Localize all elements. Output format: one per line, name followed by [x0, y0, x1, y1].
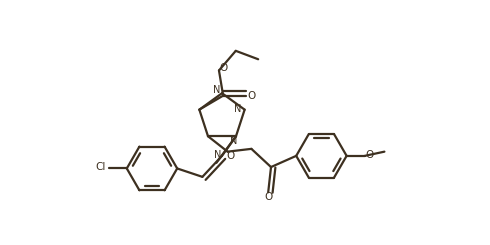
Text: Cl: Cl [96, 162, 106, 172]
Text: O: O [226, 151, 235, 161]
Text: O: O [247, 91, 256, 101]
Text: O: O [366, 150, 374, 160]
Text: N: N [214, 150, 221, 160]
Text: N: N [234, 104, 241, 114]
Text: N: N [230, 136, 238, 146]
Text: O: O [220, 63, 228, 74]
Text: N: N [213, 85, 220, 95]
Text: O: O [264, 192, 272, 202]
